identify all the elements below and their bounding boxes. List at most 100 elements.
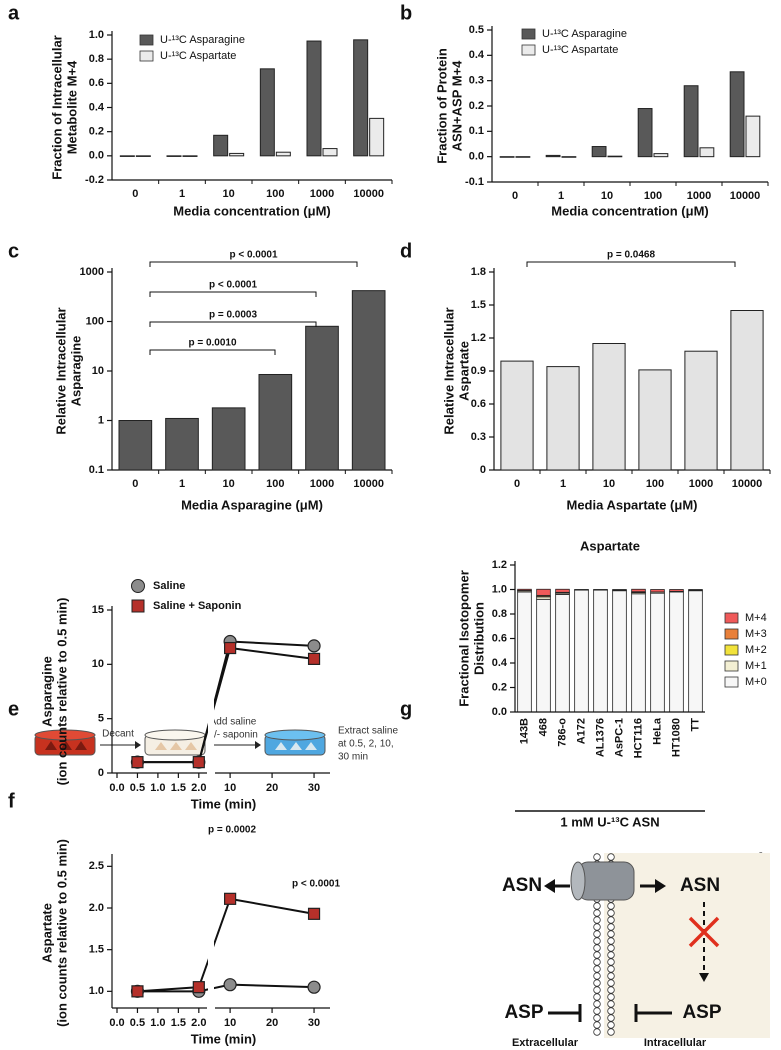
lipid-head	[607, 965, 615, 973]
annotation: p = 0.0468	[607, 250, 656, 261]
x-tick-label: 0.0	[109, 1017, 124, 1029]
bar	[699, 147, 715, 158]
axis-break-gap	[208, 852, 214, 1006]
legend-label: Saline	[153, 580, 185, 592]
lipid-head	[593, 1014, 601, 1022]
y-tick-label: 5	[98, 713, 104, 725]
dish-rim	[144, 729, 206, 741]
x-tick-label: 30	[308, 782, 320, 794]
panel-label: f	[8, 790, 15, 812]
legend-marker	[131, 579, 145, 593]
x-tick-label: 1	[558, 190, 564, 202]
y-tick-label: 0.9	[471, 365, 486, 377]
x-tick-label: 1.0	[150, 782, 165, 794]
x-tick-label: 2.0	[191, 782, 206, 794]
bar-segment	[555, 588, 570, 593]
bar-segment	[574, 589, 589, 713]
bar	[166, 155, 182, 157]
compartment-label: Extracellular	[512, 1037, 579, 1049]
bar	[499, 156, 515, 158]
panel-label: a	[8, 2, 20, 24]
y-tick-label: 0.4	[469, 49, 485, 61]
y-tick-label: 0.1	[469, 125, 484, 137]
x-tick-label: 20	[266, 1017, 278, 1029]
y-tick-label: 0.6	[89, 77, 104, 89]
y-tick-label: 0.0	[469, 151, 484, 163]
lipid-head	[607, 979, 615, 987]
y-tick-label: 0.8	[492, 608, 507, 620]
significance-bracket	[149, 261, 358, 267]
chart-title: Aspartate	[580, 538, 640, 553]
point	[192, 981, 205, 994]
lipid-head	[607, 923, 615, 931]
y-axis-title: ASN+ASP M+4	[449, 60, 464, 152]
y-tick-label: 1	[98, 414, 104, 426]
y-tick-label: 0.1	[89, 464, 104, 476]
point	[224, 892, 237, 905]
point	[131, 985, 144, 998]
series-line	[137, 646, 315, 764]
bar	[745, 115, 761, 158]
x-tick-label: AsPC-1	[613, 718, 625, 757]
bar	[258, 373, 293, 471]
legend-swatch	[521, 44, 536, 56]
y-tick-label: 0.3	[469, 75, 484, 87]
x-axis-title: Media Aspartate (μM)	[567, 497, 698, 512]
bar	[211, 407, 246, 471]
bar	[730, 310, 764, 471]
schematic-h: ASN ASN ASP ASP Extracellular Intracellu…	[502, 853, 770, 1049]
x-tick-label: 1.5	[171, 782, 186, 794]
y-tick-label: 0.8	[89, 53, 104, 65]
panel-label: d	[400, 240, 412, 262]
y-tick-label: 15	[92, 604, 104, 616]
arrow-head	[255, 741, 261, 749]
bar-segment	[631, 588, 646, 593]
lipid-head	[593, 923, 601, 931]
legend-label: Saline + Saponin	[153, 600, 242, 612]
schematic-e: Decant Add saline +/- saponin Extract sa…	[34, 717, 398, 763]
lipid-head	[607, 944, 615, 952]
legend-label: U-¹³C Asparagine	[160, 34, 245, 46]
bar	[213, 134, 229, 157]
metabolite: ASN	[680, 875, 720, 896]
x-tick-label: 30	[308, 1017, 320, 1029]
y-tick-label: 2.5	[89, 860, 104, 872]
point	[192, 756, 205, 769]
step-text: 30 min	[338, 752, 368, 763]
lipid-head	[593, 944, 601, 952]
legend-label: U-¹³C Aspartate	[160, 50, 236, 62]
legend-swatch	[724, 676, 739, 688]
bar	[306, 40, 322, 157]
legend-swatch	[139, 34, 154, 46]
bar	[561, 156, 577, 158]
lipid-head	[593, 1000, 601, 1008]
series-line	[137, 983, 315, 993]
bar	[592, 343, 626, 471]
y-axis-title: Asparagine	[39, 656, 54, 727]
legend-swatch	[724, 660, 739, 672]
bar	[683, 85, 699, 158]
y-tick-label: 0.4	[492, 657, 508, 669]
lipid-head	[607, 951, 615, 959]
significance-bracket	[526, 261, 736, 267]
bar	[119, 155, 135, 157]
bar	[229, 152, 245, 157]
x-tick-label: HCT116	[632, 718, 644, 758]
point	[307, 639, 321, 653]
x-axis-title: Media Asparagine (μM)	[181, 497, 323, 512]
annotation: p = 0.0002	[208, 825, 257, 836]
lipid-head	[593, 965, 601, 973]
x-tick-label: 0	[132, 478, 138, 490]
arrow-head	[544, 879, 555, 893]
bar-segment	[669, 589, 684, 592]
lipid-head	[607, 853, 615, 861]
x-tick-label: 1.0	[150, 1017, 165, 1029]
panel-label: b	[400, 2, 412, 24]
lipid-head	[607, 1007, 615, 1015]
x-tick-label: 10	[223, 478, 235, 490]
cells	[275, 742, 317, 750]
bar-segment	[612, 590, 627, 713]
bar	[351, 290, 386, 471]
y-tick-label: 0.4	[89, 101, 105, 113]
legend-swatch	[724, 644, 739, 656]
